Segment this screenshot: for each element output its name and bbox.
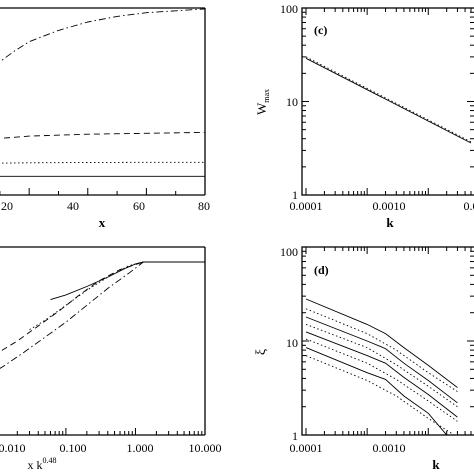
x-tick-label: 80 (198, 199, 210, 213)
x-axis-label: k (432, 457, 440, 472)
panel-label: (d) (314, 263, 329, 277)
x-tick-label: 0.010 (0, 441, 26, 455)
y-tick-label: 10 (286, 95, 298, 109)
series-line-dotted-1 (29, 261, 205, 331)
y-axis-label-main: W (254, 102, 269, 115)
frame (301, 7, 474, 196)
x-tick-label: 40 (67, 199, 79, 213)
panel-top-right: (c) 100 10 1 Wmax 0.0001 0.0010 0.0 k (254, 2, 474, 230)
series-line-solid-3 (305, 347, 448, 435)
y-tick-label: 100 (280, 245, 298, 259)
panel-bottom-left: 0.010 0.100 1.000 10.000 x k0.48 (0, 246, 222, 472)
x-axis-label: x k0.48 (28, 456, 57, 472)
series-line-dash-dot-3 (0, 261, 205, 369)
y-tick-label: 1 (292, 188, 298, 202)
x-tick-label: 0.0001 (290, 199, 323, 213)
y-axis-label: Wmax (254, 89, 271, 115)
series-group (305, 56, 472, 144)
series-line-solid-1 (305, 316, 458, 404)
x-tick-label: 0.100 (60, 441, 87, 455)
x-axis-label-main: x k (28, 458, 43, 472)
y-tick-label: 1 (292, 429, 298, 443)
panel-label: (c) (314, 23, 327, 37)
series-group (305, 298, 458, 435)
series-line-solid-0 (50, 261, 205, 301)
y-axis-label-sub: max (262, 89, 271, 103)
axis-ticks (302, 246, 474, 436)
x-tick-label: 20 (1, 199, 13, 213)
series-line-dotted-6 (305, 338, 458, 422)
x-tick-label: 0.0010 (373, 199, 406, 213)
panel-bottom-right: (d) 100 10 1 ξ 0.0001 0.0010 k (254, 245, 474, 472)
series-line-dash-dot-0 (0, 8, 205, 63)
x-ticks (0, 188, 206, 195)
series-line-solid-0 (305, 298, 458, 388)
y-axis-label: ξ (254, 349, 269, 355)
x-tick-label: 0.0010 (373, 441, 406, 455)
x-axis-label-sup: 0.48 (43, 456, 57, 465)
y-tick-label: 10 (286, 336, 298, 350)
series-line-dotted-7 (305, 355, 455, 435)
series-line-dotted-5 (305, 323, 458, 408)
x-tick-label: 0.0 (464, 199, 474, 213)
series-line-dotted-2 (0, 161, 205, 164)
panel-top-left: 20 40 60 80 x (0, 7, 210, 230)
x-axis-label: k (386, 215, 394, 230)
series-line-dotted-1 (305, 56, 472, 143)
x-tick-label: 60 (133, 199, 145, 213)
series-line-dashed-1 (0, 131, 205, 139)
x-ticks (16, 428, 206, 435)
x-axis-label: x (99, 215, 106, 230)
x-tick-label: 10.000 (189, 441, 222, 455)
axis-ticks (302, 7, 474, 196)
series-line-solid-0 (305, 57, 472, 144)
x-tick-label: 0.0001 (290, 441, 323, 455)
series-group (0, 8, 205, 177)
series-line-dashed-2 (1, 261, 205, 351)
y-tick-label: 100 (280, 2, 298, 16)
series-group (0, 261, 205, 369)
series-line-dotted-4 (305, 308, 458, 392)
x-tick-label: 1.000 (127, 441, 154, 455)
series-line-solid-2 (305, 331, 458, 418)
